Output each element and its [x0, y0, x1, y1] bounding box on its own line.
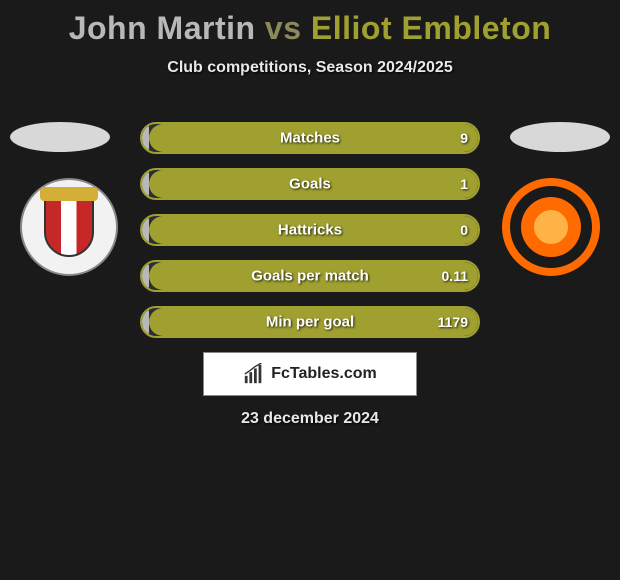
- player1-name: John Martin: [69, 10, 256, 46]
- fctables-logo: FcTables.com: [203, 352, 417, 396]
- date-text: 23 december 2024: [0, 410, 620, 428]
- stat-row-matches: Matches 9: [140, 122, 480, 154]
- player2-oval: [510, 122, 610, 152]
- stat-label: Goals per match: [142, 268, 478, 285]
- logo-text: FcTables.com: [271, 365, 377, 383]
- player1-oval: [10, 122, 110, 152]
- chart-icon: [243, 363, 265, 385]
- stat-value-right: 1179: [438, 314, 468, 330]
- stat-row-goals-per-match: Goals per match 0.11: [140, 260, 480, 292]
- player1-club-crest: [20, 178, 118, 276]
- vs-text: vs: [265, 10, 302, 46]
- stats-bars: Matches 9 Goals 1 Hattricks 0 Goals per …: [140, 122, 480, 352]
- stat-value-right: 9: [460, 130, 468, 146]
- club-badge-icon: [521, 197, 581, 257]
- stat-value-right: 0: [460, 222, 468, 238]
- player2-name: Elliot Embleton: [311, 10, 551, 46]
- stat-row-hattricks: Hattricks 0: [140, 214, 480, 246]
- stat-label: Min per goal: [142, 314, 478, 331]
- player2-club-crest: [502, 178, 600, 276]
- comparison-title: John Martin vs Elliot Embleton: [0, 0, 620, 47]
- stat-row-min-per-goal: Min per goal 1179: [140, 306, 480, 338]
- subtitle: Club competitions, Season 2024/2025: [0, 59, 620, 77]
- stat-value-right: 1: [460, 176, 468, 192]
- stat-value-right: 0.11: [442, 268, 468, 284]
- stat-row-goals: Goals 1: [140, 168, 480, 200]
- shield-icon: [44, 197, 94, 257]
- stat-label: Matches: [142, 130, 478, 147]
- stat-label: Goals: [142, 176, 478, 193]
- stat-label: Hattricks: [142, 222, 478, 239]
